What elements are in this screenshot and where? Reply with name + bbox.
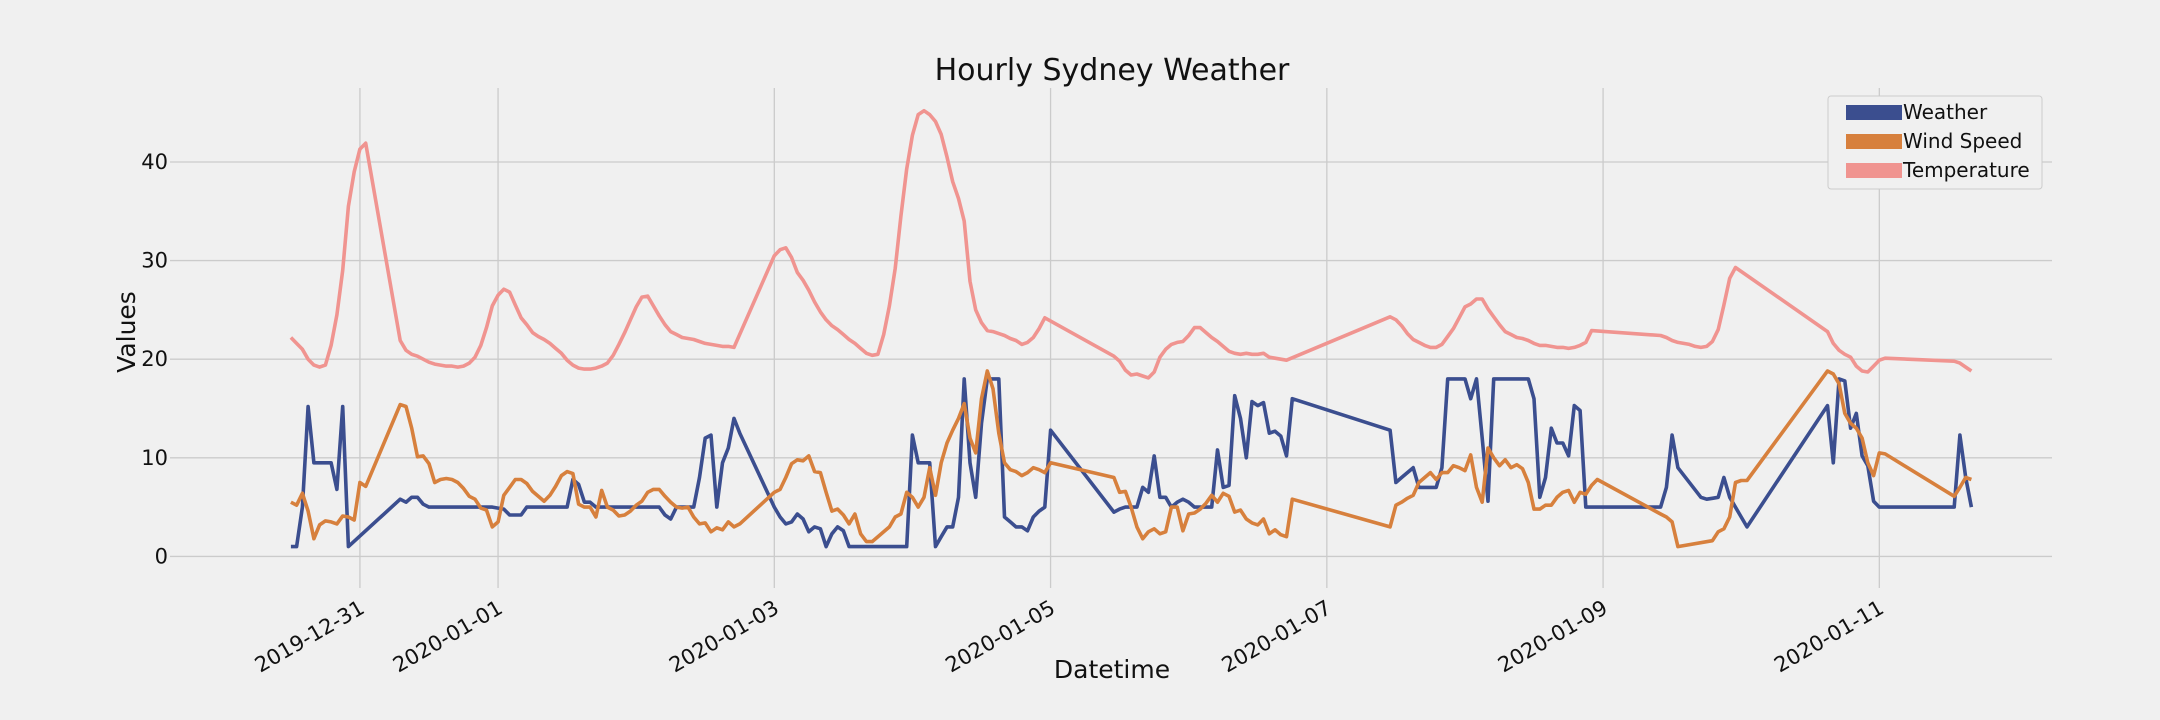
y-tick-label: 0 [155, 544, 168, 568]
x-axis-label: Datetime [1054, 655, 1170, 684]
series-line-wind-speed [290, 369, 1972, 549]
legend-label-wind-speed: Wind Speed [1903, 129, 2022, 153]
y-tick-label: 30 [141, 249, 168, 273]
legend-swatch-weather [1846, 105, 1902, 120]
grid [170, 88, 2052, 588]
legend-label-weather: Weather [1903, 100, 1988, 124]
series-group [289, 108, 1974, 549]
y-tick-label: 40 [141, 150, 168, 174]
legend-swatch-wind-speed [1846, 134, 1902, 149]
y-tick-label: 10 [141, 446, 168, 470]
y-axis-label: Values [112, 291, 141, 373]
legend: Weather Wind Speed Temperature [1827, 95, 2043, 190]
legend-label-temperature: Temperature [1902, 158, 2030, 182]
series-line-weather [290, 377, 1974, 549]
legend-swatch-temperature [1846, 163, 1902, 178]
series-line-temperature [289, 108, 1973, 380]
chart-title: Hourly Sydney Weather [935, 53, 1290, 88]
y-tick-label: 20 [141, 347, 168, 371]
